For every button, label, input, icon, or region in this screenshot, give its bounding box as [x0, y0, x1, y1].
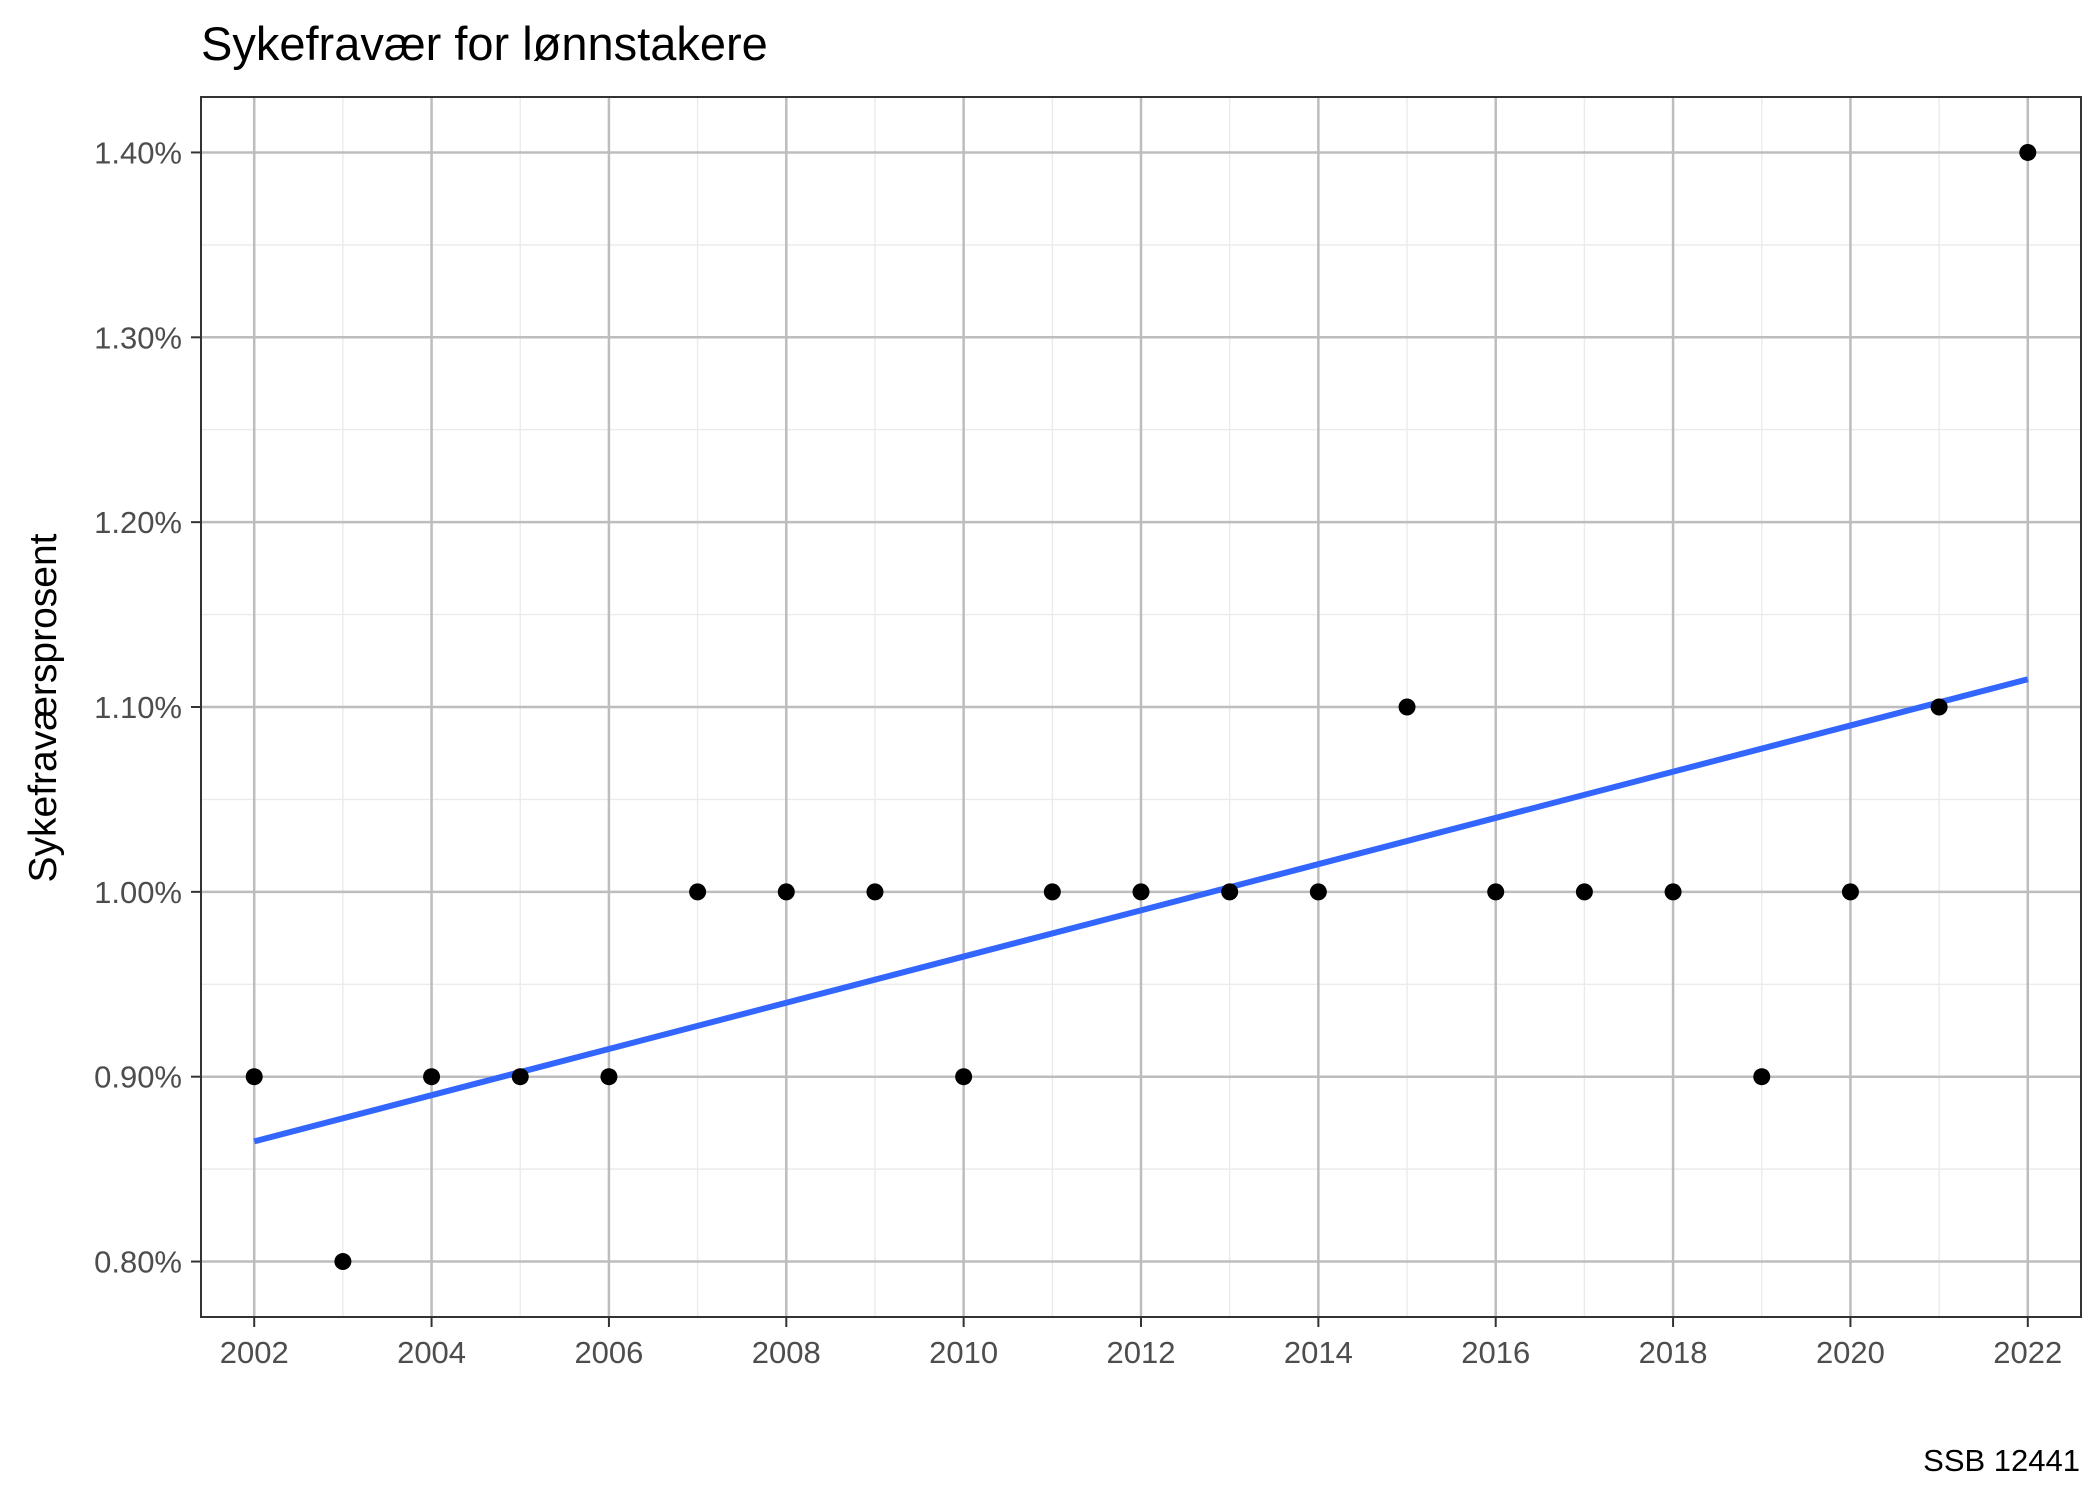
data-point: [1664, 883, 1682, 901]
x-tick-label: 2014: [1284, 1335, 1353, 1370]
x-tick-label: 2012: [1107, 1335, 1176, 1370]
x-tick-label: 2022: [1993, 1335, 2062, 1370]
data-point: [511, 1068, 529, 1086]
data-point: [245, 1068, 263, 1086]
y-tick-label: 1.40%: [94, 135, 182, 170]
data-point: [1930, 698, 1948, 716]
data-point: [1221, 883, 1239, 901]
y-tick-label: 1.30%: [94, 320, 182, 355]
y-tick-label: 1.10%: [94, 690, 182, 725]
x-tick-label: 2016: [1461, 1335, 1530, 1370]
axis-ticks: [191, 151, 2029, 1327]
data-point: [423, 1068, 441, 1086]
y-axis-label: Sykefraværsprosent: [22, 533, 65, 882]
x-axis-tick-labels: 2002 2004 2006 2008 2010 2012 2014 2016 2018 2020…: [220, 1335, 2063, 1370]
data-points: [245, 143, 2037, 1271]
data-point: [2019, 143, 2037, 161]
data-point: [866, 883, 884, 901]
y-tick-label: 0.80%: [94, 1245, 182, 1280]
data-point: [1132, 883, 1150, 901]
x-tick-label: 2004: [397, 1335, 466, 1370]
y-tick-label: 1.20%: [94, 505, 182, 540]
data-point: [1841, 883, 1859, 901]
data-point: [689, 883, 707, 901]
data-point: [600, 1068, 618, 1086]
y-tick-label: 0.90%: [94, 1060, 182, 1095]
trend-line-layer: [253, 676, 2029, 1145]
caption-source: SSB 12441: [1923, 1443, 2080, 1478]
data-point: [1398, 698, 1416, 716]
data-point: [334, 1253, 352, 1271]
data-point: [1753, 1068, 1771, 1086]
chart-title: Sykefravær for lønnstakere: [201, 17, 768, 70]
x-tick-label: 2018: [1639, 1335, 1708, 1370]
x-tick-label: 2002: [220, 1335, 289, 1370]
data-point: [1043, 883, 1061, 901]
x-tick-label: 2010: [929, 1335, 998, 1370]
data-point: [777, 883, 795, 901]
x-tick-label: 2020: [1816, 1335, 1885, 1370]
major-gridlines: [201, 97, 2081, 1317]
x-tick-label: 2008: [752, 1335, 821, 1370]
y-axis-tick-labels: 0.80% 0.90% 1.00% 1.10% 1.20% 1.30% 1.40%: [94, 135, 182, 1279]
data-point: [1487, 883, 1505, 901]
data-point: [1575, 883, 1593, 901]
trend-line: [253, 676, 2029, 1145]
x-tick-label: 2006: [574, 1335, 643, 1370]
data-point: [1309, 883, 1327, 901]
y-tick-label: 1.00%: [94, 875, 182, 910]
data-point: [955, 1068, 973, 1086]
